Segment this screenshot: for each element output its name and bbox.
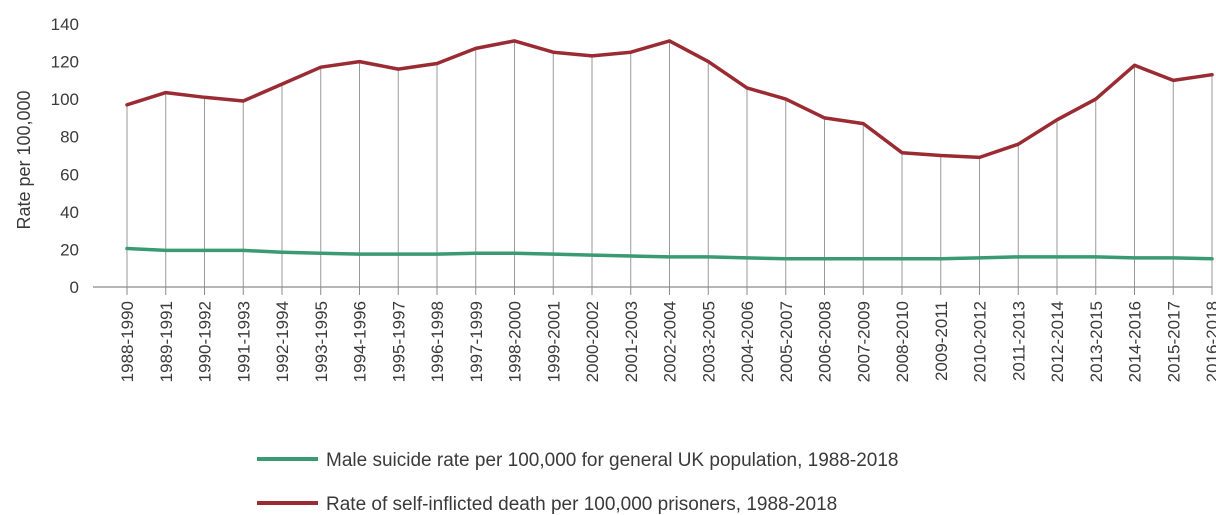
x-tick-label: 1995-1997: [389, 301, 408, 382]
x-tick-label: 2008-2010: [893, 301, 912, 382]
x-tick-label: 2016-2018: [1203, 301, 1216, 382]
y-tick-label: 40: [60, 203, 79, 222]
x-tick-label: 2003-2005: [699, 301, 718, 382]
x-tick-label: 2015-2017: [1164, 301, 1183, 382]
x-tick-label: 1992-1994: [273, 301, 292, 382]
x-tick-label: 1999-2001: [544, 301, 563, 382]
x-tick-label: 2005-2007: [777, 301, 796, 382]
series-line-1: [125, 39, 1214, 160]
x-tick-label: 1997-1999: [467, 301, 486, 382]
series-line-0: [125, 246, 1214, 261]
x-tick-label: 2014-2016: [1126, 301, 1145, 382]
x-tick-label: 1994-1996: [351, 301, 370, 382]
legend-label-0: Male suicide rate per 100,000 for genera…: [326, 450, 899, 471]
x-tick-label: 1996-1998: [428, 301, 447, 382]
y-tick-label: 0: [70, 278, 79, 297]
legend: Male suicide rate per 100,000 for genera…: [257, 450, 899, 515]
x-tick-label: 1991-1993: [234, 301, 253, 382]
y-tick-label: 100: [51, 90, 79, 109]
x-tick-label: 2006-2008: [816, 301, 835, 382]
x-tick-label: 2001-2003: [622, 301, 641, 382]
x-tick-label: 2002-2004: [661, 301, 680, 382]
x-tick-label: 2010-2012: [971, 301, 990, 382]
x-tick-label: 1993-1995: [312, 301, 331, 382]
y-tick-label: 60: [60, 165, 79, 184]
y-axis-title: Rate per 100,000: [14, 90, 34, 229]
y-axis: 0 20 40 60 80 100 120 140: [51, 15, 79, 297]
x-tick-label: 1989-1991: [157, 301, 176, 382]
x-tick-label: 2007-2009: [854, 301, 873, 382]
y-tick-label: 80: [60, 128, 79, 147]
x-tick-label: 1990-1992: [196, 301, 215, 382]
y-tick-label: 140: [51, 15, 79, 34]
x-axis: 1988-1990 1989-1991 1990-1992 1991-1993 1992…: [93, 286, 1216, 382]
x-tick-label: 2004-2006: [738, 301, 757, 382]
x-tick-label: 1998-2000: [506, 301, 525, 382]
x-tick-label: 2000-2002: [583, 301, 602, 382]
legend-label-1: Rate of self-inflicted death per 100,000…: [326, 494, 837, 515]
x-tick-label: 1988-1990: [118, 301, 137, 382]
x-tick-label: 2011-2013: [1009, 301, 1028, 381]
x-tick-label: 2013-2015: [1087, 301, 1106, 382]
y-tick-label: 120: [51, 53, 79, 72]
vertical-gridlines: [126, 40, 1213, 287]
y-tick-label: 20: [60, 240, 79, 259]
x-tick-label: 2009-2011: [932, 301, 951, 381]
x-tick-label: 2012-2014: [1048, 301, 1067, 382]
series-layer: [125, 39, 1214, 261]
